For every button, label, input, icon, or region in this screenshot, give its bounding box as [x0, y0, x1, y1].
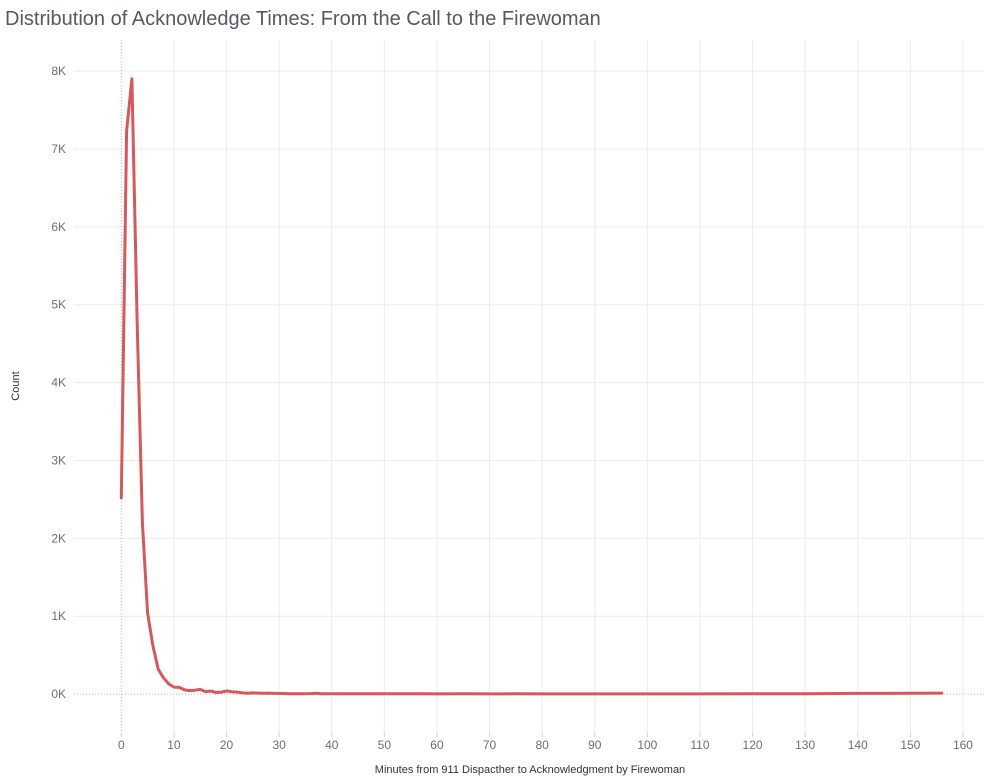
y-tick-label: 7K: [51, 142, 66, 156]
series-layer: [119, 77, 944, 696]
x-tick-labels: 0 10 20 30 40 50 60 70 80 90 100 110 120 130 140 150 160: [118, 738, 973, 752]
x-tick-label: 130: [795, 738, 815, 752]
x-tick-label: 110: [690, 738, 709, 752]
y-axis-title: Count: [10, 371, 22, 400]
chart-title: Distribution of Acknowledge Times: From …: [5, 8, 601, 30]
x-tick-label: 60: [430, 738, 444, 752]
x-tick-label: 40: [325, 738, 339, 752]
y-tick-label: 1K: [51, 609, 66, 623]
x-tick-label: 100: [637, 738, 657, 752]
x-tick-label: 50: [378, 738, 392, 752]
y-tick-label: 6K: [51, 220, 66, 234]
y-tick-labels: 0K 1K 2K 3K 4K 5K 6K 7K 8K: [51, 64, 66, 701]
series-line: [119, 77, 944, 696]
y-tick-label: 2K: [51, 531, 66, 545]
grid-layer: [74, 40, 984, 737]
x-tick-label: 30: [272, 738, 286, 752]
y-tick-label: 0K: [51, 687, 66, 701]
x-tick-label: 150: [900, 738, 920, 752]
x-tick-label: 80: [535, 738, 549, 752]
x-tick-label: 120: [743, 738, 763, 752]
x-tick-label: 0: [118, 738, 125, 752]
x-tick-label: 70: [483, 738, 497, 752]
y-tick-label: 4K: [51, 376, 66, 390]
y-tick-label: 3K: [51, 453, 66, 467]
x-axis-title: Minutes from 911 Dispacther to Acknowled…: [375, 764, 685, 776]
x-tick-label: 20: [220, 738, 234, 752]
y-tick-label: 5K: [51, 298, 66, 312]
x-tick-label: 10: [167, 738, 181, 752]
x-tick-label: 90: [588, 738, 602, 752]
x-tick-label: 160: [953, 738, 973, 752]
y-tick-label: 8K: [51, 64, 66, 78]
x-tick-label: 140: [848, 738, 868, 752]
